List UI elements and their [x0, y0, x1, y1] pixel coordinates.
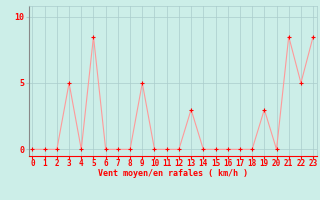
X-axis label: Vent moyen/en rafales ( km/h ): Vent moyen/en rafales ( km/h ): [98, 169, 248, 178]
